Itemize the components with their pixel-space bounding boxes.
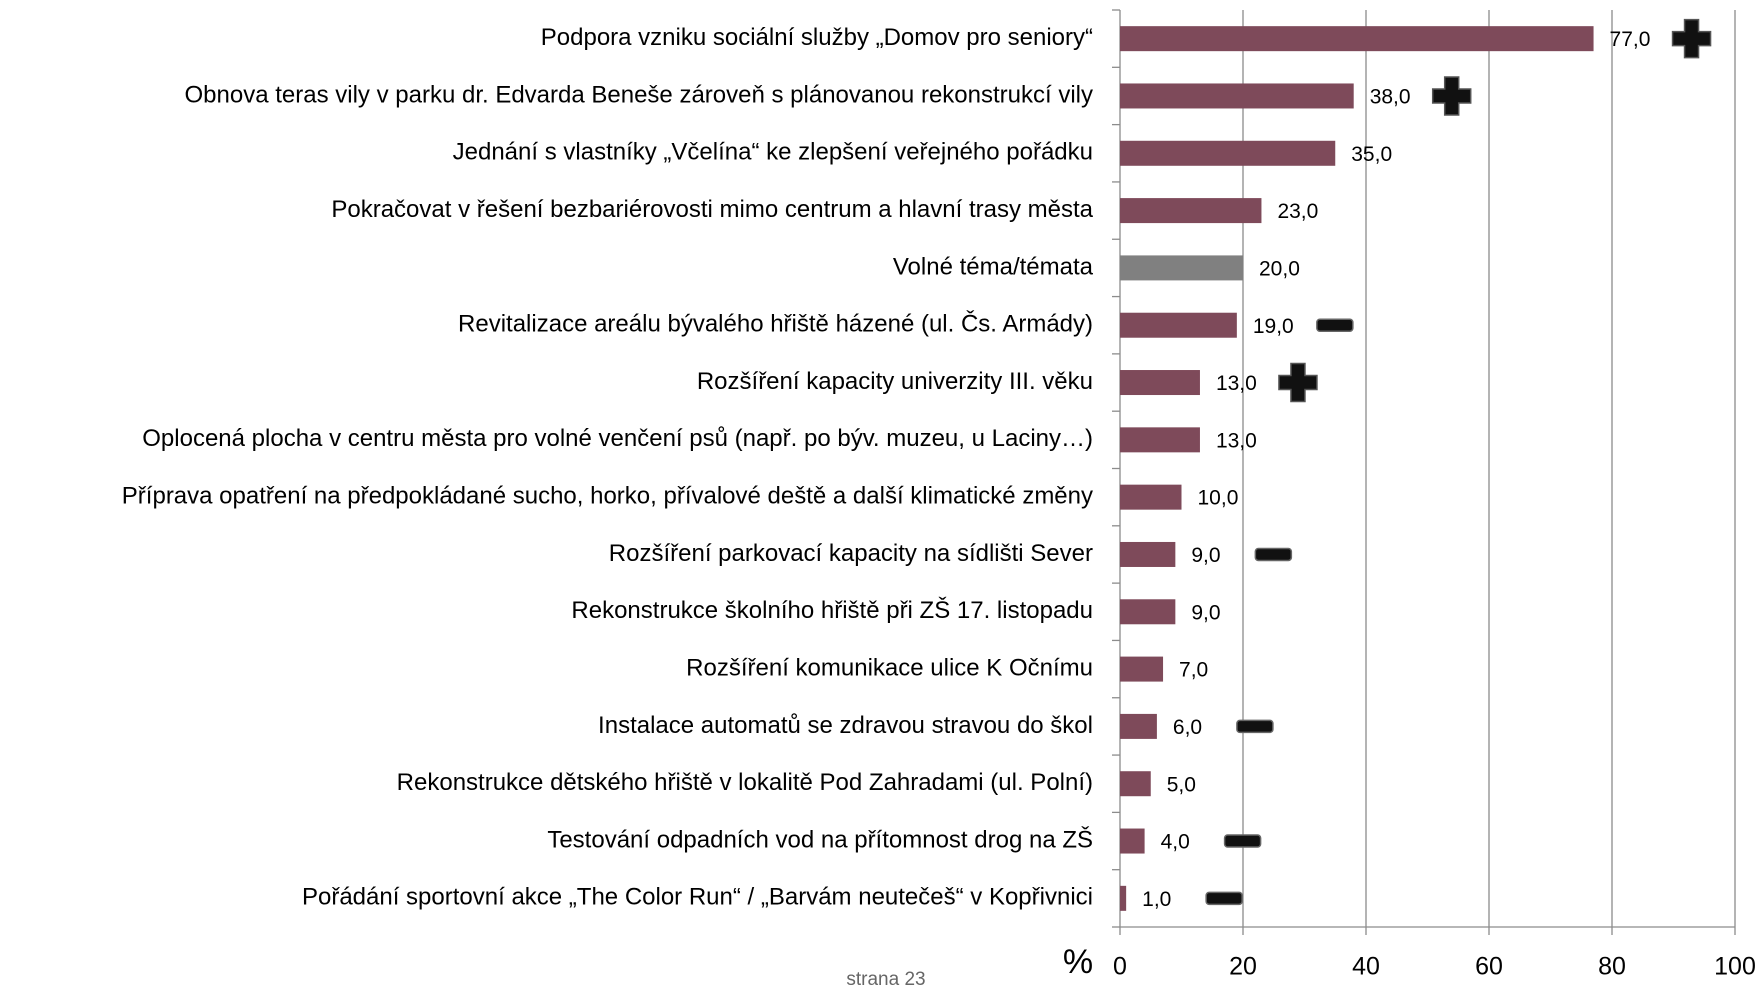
trend-marker: [1671, 18, 1712, 59]
category-label: Pořádání sportovní akce „The Color Run“ …: [302, 884, 1093, 911]
bar: [1120, 656, 1164, 682]
category-label: Pokračovat v řešení bezbariérovosti mimo…: [331, 196, 1093, 223]
trend-marker: [1205, 891, 1243, 906]
value-label: 10,0: [1198, 487, 1239, 510]
category-label: Rozšíření kapacity univerzity III. věku: [697, 368, 1093, 395]
trend-marker: [1223, 834, 1262, 848]
category-label: Rekonstrukce školního hřiště při ZŠ 17. …: [571, 596, 1093, 624]
category-label: Jednání s vlastníky „Včelína“ ke zlepšen…: [453, 139, 1093, 166]
value-label: 38,0: [1370, 86, 1411, 109]
value-label: 13,0: [1216, 372, 1257, 395]
bar: [1120, 427, 1200, 453]
category-label: Rozšíření komunikace ulice K Očnímu: [686, 654, 1093, 681]
bar: [1120, 828, 1145, 854]
category-label: Testování odpadních vod na přítomnost dr…: [547, 825, 1093, 853]
bar: [1120, 713, 1157, 739]
x-axis-label: %: [1063, 943, 1093, 981]
x-tick-label: 60: [1475, 953, 1503, 981]
bar: [1120, 541, 1176, 567]
page-number: strana 23: [846, 969, 925, 988]
bar: [1120, 140, 1336, 166]
value-label: 77,0: [1610, 28, 1651, 51]
bar: [1120, 599, 1176, 625]
x-tick-label: 0: [1113, 953, 1127, 981]
value-label: 13,0: [1216, 429, 1257, 452]
value-label: 9,0: [1191, 544, 1220, 567]
trend-marker: [1316, 318, 1354, 332]
value-label: 6,0: [1173, 716, 1202, 739]
trend-marker: [1236, 719, 1274, 734]
bar: [1120, 312, 1237, 338]
category-label: Instalace automatů se zdravou stravou do…: [598, 712, 1093, 739]
value-label: 23,0: [1277, 200, 1318, 223]
category-label: Příprava opatření na předpokládané sucho…: [122, 483, 1093, 510]
category-label: Rekonstrukce dětského hřiště v lokalitě …: [397, 769, 1093, 796]
x-tick-label: 40: [1352, 953, 1380, 981]
category-label: Volné téma/témata: [893, 253, 1094, 280]
bar: [1120, 255, 1243, 281]
bar: [1120, 484, 1182, 510]
value-label: 20,0: [1259, 257, 1300, 280]
trend-marker: [1278, 362, 1318, 403]
bar: [1120, 370, 1200, 396]
trend-marker: [1254, 547, 1293, 562]
bar: [1120, 198, 1262, 224]
category-label: Oplocená plocha v centru města pro volné…: [142, 425, 1093, 452]
bar: [1120, 26, 1594, 52]
x-tick-label: 100: [1714, 953, 1756, 981]
value-label: 19,0: [1253, 315, 1294, 338]
value-label: 5,0: [1167, 773, 1196, 796]
x-tick-label: 20: [1229, 953, 1257, 981]
category-label: Revitalizace areálu bývalého hřiště háze…: [458, 310, 1093, 338]
bar: [1120, 771, 1151, 797]
category-label: Obnova teras vily v parku dr. Edvarda Be…: [185, 81, 1093, 108]
trend-marker: [1431, 76, 1472, 116]
value-label: 7,0: [1179, 659, 1208, 682]
value-label: 1,0: [1142, 888, 1171, 911]
value-label: 35,0: [1351, 143, 1392, 166]
value-label: 4,0: [1161, 831, 1190, 854]
bar: [1120, 885, 1127, 911]
bar: [1120, 83, 1354, 109]
value-label: 9,0: [1191, 601, 1220, 624]
category-label: Podpora vzniku sociální služby „Domov pr…: [541, 24, 1093, 51]
category-label: Rozšíření parkovací kapacity na sídlišti…: [609, 540, 1093, 567]
x-tick-label: 80: [1598, 953, 1626, 981]
